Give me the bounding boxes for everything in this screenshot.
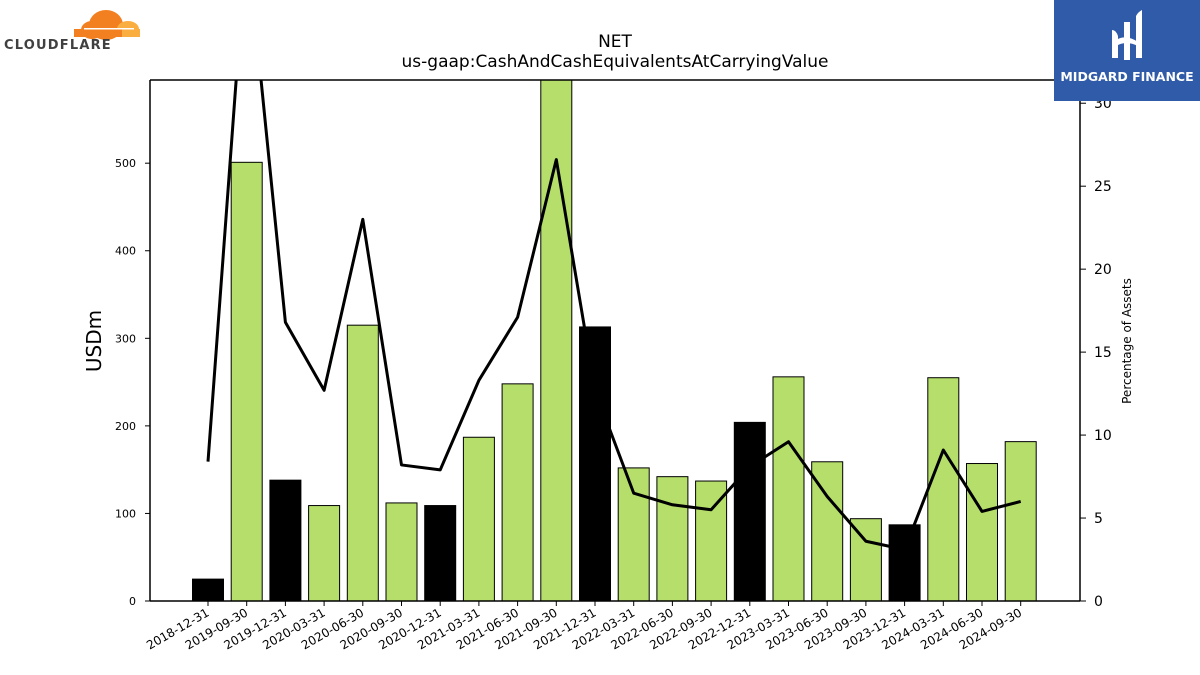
bar-2021-03-31 (462, 436, 495, 601)
bar-2022-06-30 (656, 476, 689, 601)
bar-2020-03-31 (308, 505, 341, 601)
y2-tick-label: 20 (1094, 262, 1112, 278)
bar-2022-03-31 (617, 467, 650, 601)
bar-2024-09-30 (1004, 441, 1037, 601)
bar-2022-09-30 (695, 480, 728, 601)
y-tick-label: 200 (115, 420, 136, 433)
chart-title: NET (598, 32, 632, 52)
bar-2018-12-31 (192, 578, 224, 601)
bar-2024-06-30 (966, 463, 998, 601)
bar-2022-12-31 (733, 421, 766, 601)
bar-2021-06-30 (501, 383, 534, 601)
percentage-line (206, 80, 1022, 552)
y2-tick-label: 10 (1094, 428, 1112, 444)
bar-2020-09-30 (385, 502, 418, 601)
bar-2023-09-30 (849, 518, 882, 601)
bar-series (192, 80, 1037, 601)
y-tick-label: 300 (115, 332, 136, 345)
y-tick-label: 500 (115, 157, 136, 170)
bar-2023-03-31 (772, 376, 805, 601)
bar-2020-12-31 (424, 505, 457, 601)
midgard-finance-logo: MIDGARD FINANCE (1054, 0, 1200, 101)
y2-tick-label: 0 (1094, 594, 1103, 610)
chart-subtitle: us-gaap:CashAndCashEquivalentsAtCarrying… (401, 52, 829, 72)
midgard-mark-icon (1112, 10, 1142, 60)
y-tick-label: 100 (115, 507, 136, 520)
bar-2019-09-30 (230, 161, 263, 601)
y-tick-label: 400 (115, 245, 136, 258)
bar-2023-06-30 (811, 461, 844, 601)
y-axis-label: USDm (82, 310, 106, 372)
y2-tick-label: 5 (1094, 511, 1103, 527)
line-series (206, 80, 1022, 552)
bar-2024-03-31 (927, 377, 960, 601)
cloud-icon (74, 10, 140, 40)
bar-2020-06-30 (346, 324, 379, 601)
bar-2023-12-31 (888, 524, 921, 601)
bar-2019-12-31 (269, 479, 302, 601)
bar-2021-09-30 (540, 80, 573, 601)
bar-2021-12-31 (579, 326, 611, 601)
cloudflare-logo: CLOUDFLARE (4, 4, 146, 54)
y2-axis-label: Percentage of Assets (1120, 278, 1134, 404)
y2-tick-label: 15 (1094, 345, 1112, 361)
y2-tick-label: 25 (1094, 179, 1112, 195)
cloudflare-logo-text: CLOUDFLARE (4, 38, 112, 53)
midgard-logo-text: MIDGARD FINANCE (1060, 69, 1194, 84)
tick-labels: 01002003004005000510152025302018-12-3120… (115, 96, 1112, 652)
axes (145, 79, 1086, 606)
y-tick-label: 0 (129, 595, 136, 608)
